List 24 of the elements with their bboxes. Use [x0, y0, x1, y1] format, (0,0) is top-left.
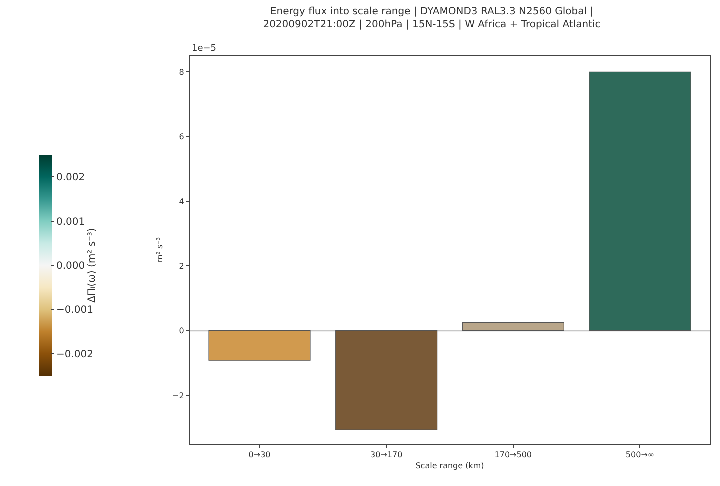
color-bar-label: 0.001	[56, 216, 86, 228]
bar	[336, 330, 438, 430]
x-tick-label: 170→500	[494, 450, 532, 460]
chart-title: Energy flux into scale range | DYAMOND3 RAL3.3 N2560 Global | 20200902T21:00Z | 200hPa | 15N-15S | W Africa + Tropical Atlantic	[263, 6, 601, 31]
x-axis-title: Scale range (km)	[416, 462, 484, 471]
x-tick-label: 30→170	[370, 450, 403, 460]
y-tick-label: −2	[172, 391, 184, 400]
y-tick-label: 2	[179, 262, 184, 271]
text: 1e−5	[192, 44, 217, 54]
color-bar-label: −0.002	[56, 349, 94, 360]
x-tick-label: 500→∞	[626, 450, 655, 460]
color-bar-title: ΔΠₗ(ω) (m² s⁻³)	[87, 228, 98, 303]
color-bar-label: 0.002	[56, 172, 86, 184]
y-axis-title: m² s⁻³	[155, 237, 164, 263]
bar	[208, 330, 311, 361]
bar	[462, 322, 564, 332]
y-tick-label: 6	[179, 132, 184, 142]
y-tick-label: 4	[179, 197, 184, 206]
color-bar-label: 0.000	[56, 261, 86, 272]
color-bar-label: −0.001	[56, 305, 94, 316]
x-tick-label: 0→30	[248, 450, 271, 460]
y-tick-label: 8	[179, 68, 184, 77]
bar	[589, 72, 692, 332]
y-tick-label: 0	[179, 326, 184, 336]
